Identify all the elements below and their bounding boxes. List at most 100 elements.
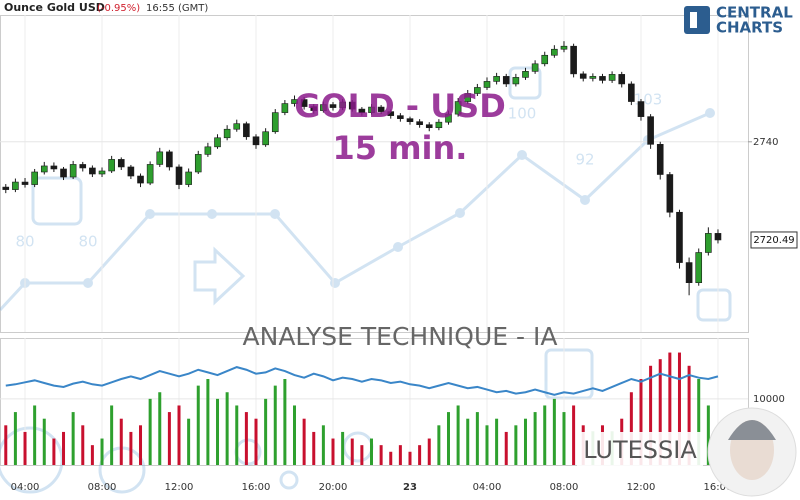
candle-body xyxy=(570,45,577,75)
candle-body xyxy=(329,104,337,108)
candle-body xyxy=(310,106,318,111)
plot: 04:00 08:00 12:00 16:00 20:00 23 04:00 08:00 12:… xyxy=(0,15,798,493)
candle-body xyxy=(406,118,414,122)
volume-bar xyxy=(341,431,345,465)
candle-body xyxy=(531,63,539,72)
volume-bar xyxy=(485,425,489,465)
candle-body xyxy=(676,211,683,263)
candle-body xyxy=(464,93,472,102)
last-price-label: 2720.49 xyxy=(753,235,794,246)
candle-body xyxy=(339,101,346,108)
y-tick-label: 2740 xyxy=(753,137,778,148)
x-tick-label: 16:00 xyxy=(242,482,271,493)
header-change: (-0.95%) xyxy=(97,3,140,14)
volume-bar xyxy=(139,425,143,465)
candle-body xyxy=(146,164,154,184)
candle-body xyxy=(416,121,423,125)
candle-body xyxy=(512,77,520,85)
candle-body xyxy=(628,83,635,102)
volume-bar xyxy=(523,418,527,465)
x-tick-label: 04:00 xyxy=(11,482,40,493)
y-tick-label: 10000 xyxy=(753,394,785,405)
x-tick-label: 16:00 xyxy=(704,482,733,493)
volume-bar xyxy=(293,405,297,465)
last-price-box xyxy=(750,231,798,249)
x-tick-label: 12:00 xyxy=(165,482,194,493)
icon xyxy=(544,348,594,400)
candle-body xyxy=(12,181,19,190)
candle-body xyxy=(599,76,606,81)
volume-bar xyxy=(52,438,56,465)
volume-bar xyxy=(62,431,66,465)
volume-bar xyxy=(475,412,479,465)
volume-bar xyxy=(90,445,94,465)
volume-bar xyxy=(533,412,537,465)
candle-body xyxy=(618,74,626,85)
volume-bar xyxy=(572,405,576,465)
candle-body xyxy=(2,186,10,190)
candle-body xyxy=(425,124,433,129)
candle-body xyxy=(445,113,452,123)
candle-body xyxy=(300,99,308,107)
volume-bar xyxy=(235,405,239,465)
volume-bar xyxy=(389,451,393,465)
volume-bar xyxy=(514,425,518,465)
candle-body xyxy=(98,170,106,175)
volume-bar xyxy=(649,365,653,465)
volume-bar xyxy=(42,418,46,465)
candle-body xyxy=(320,104,327,111)
volume-bar xyxy=(562,412,566,465)
volume-average-line xyxy=(5,366,719,396)
volume-bar xyxy=(639,379,643,465)
volume-bar xyxy=(677,352,681,465)
volume-bar xyxy=(398,445,402,465)
candle-body xyxy=(560,45,568,50)
candle-body xyxy=(271,112,279,133)
x-tick-label: 04:00 xyxy=(473,482,502,493)
volume-bar xyxy=(331,438,335,465)
header-title: Ounce Gold USD xyxy=(4,1,105,14)
watermark-banner: ANALYSE TECHNIQUE - IA xyxy=(243,322,558,351)
volume-bar xyxy=(360,445,364,465)
volume-bar xyxy=(264,398,268,465)
candle-body xyxy=(551,48,558,56)
x-tick-label: 23 xyxy=(403,482,417,493)
volume-bar xyxy=(302,418,306,465)
candle-body xyxy=(252,136,260,146)
candle-body xyxy=(60,168,67,178)
volume-bar xyxy=(504,431,508,465)
candle-body xyxy=(647,116,654,145)
candle-body xyxy=(204,146,212,155)
candle-body xyxy=(666,174,674,213)
volume-bar xyxy=(119,418,123,465)
volume-bar xyxy=(687,365,691,465)
candle-body xyxy=(656,144,664,175)
volume-bar xyxy=(552,398,556,465)
candle-body xyxy=(233,123,241,130)
volume-bar xyxy=(4,425,8,465)
volume-bar xyxy=(629,392,633,465)
score-label: 80 xyxy=(78,233,97,251)
candle-body xyxy=(377,106,385,112)
candle-body xyxy=(589,76,597,79)
volume-bar xyxy=(369,438,373,465)
candle-body xyxy=(31,171,38,185)
candle-body xyxy=(454,101,462,115)
logo-text: CHARTS xyxy=(716,19,783,37)
volume-bar xyxy=(668,352,672,465)
candle-body xyxy=(541,54,549,65)
watermark: 80 80 100 92 103 xyxy=(0,66,732,494)
volume-bar xyxy=(321,425,325,465)
candle-body xyxy=(127,166,135,177)
volume-bar xyxy=(129,431,133,465)
candle-body xyxy=(387,111,395,116)
volume-bar xyxy=(33,405,37,465)
candle-body xyxy=(156,151,164,165)
candle-body xyxy=(79,164,87,169)
candle-body xyxy=(243,123,250,138)
volume-bar xyxy=(273,385,277,465)
volume-bar xyxy=(167,412,171,465)
candle-body xyxy=(579,73,587,79)
